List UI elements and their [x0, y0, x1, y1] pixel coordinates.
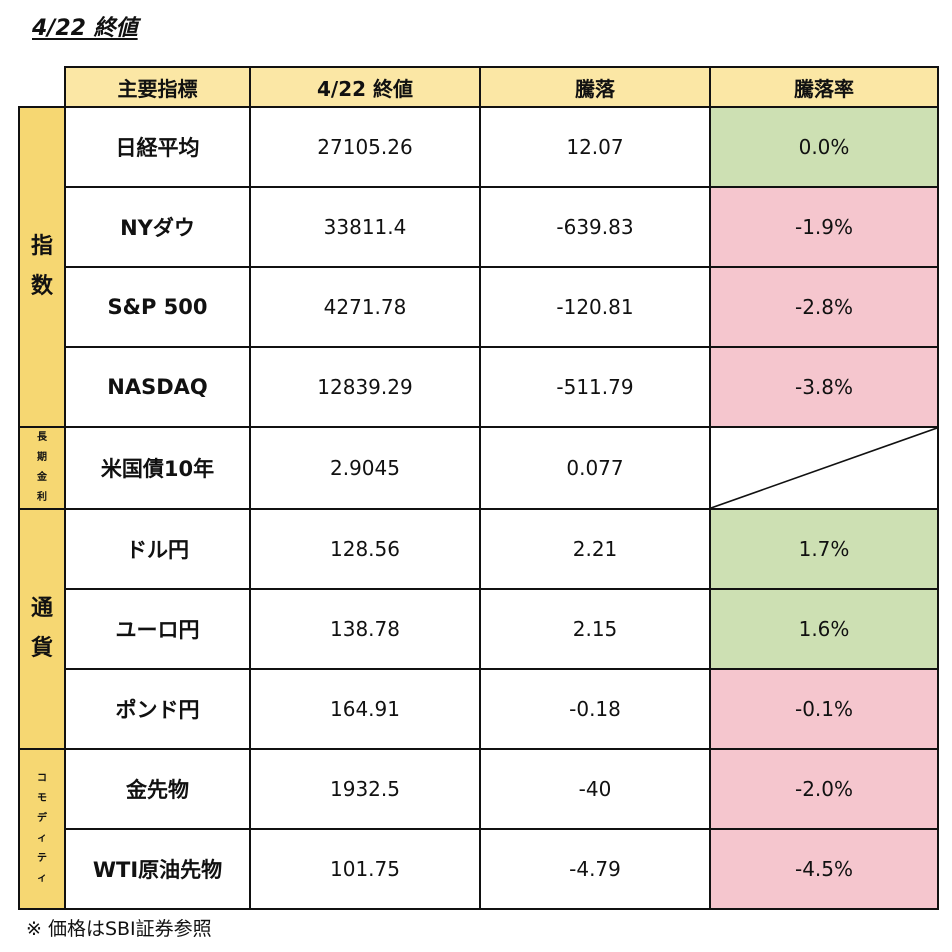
row-close: 101.75 — [249, 828, 481, 910]
row-rate: -2.8% — [709, 266, 939, 348]
row-change: -639.83 — [479, 186, 711, 268]
row-change: 0.077 — [479, 426, 711, 510]
row-change: -40 — [479, 748, 711, 830]
row-rate: -1.9% — [709, 186, 939, 268]
row-change: 12.07 — [479, 106, 711, 188]
row-rate: -3.8% — [709, 346, 939, 428]
row-name: ユーロ円 — [64, 588, 251, 670]
source-note: ※ 価格はSBI証券参照 — [26, 918, 212, 940]
row-rate: 1.6% — [709, 588, 939, 670]
row-name: NYダウ — [64, 186, 251, 268]
row-close: 27105.26 — [249, 106, 481, 188]
diagonal-line — [711, 428, 937, 508]
table-row: ポンド円 164.91 -0.18 -0.1% — [19, 668, 939, 750]
row-change: 2.15 — [479, 588, 711, 670]
row-name: ドル円 — [64, 508, 251, 590]
row-name: 日経平均 — [64, 106, 251, 188]
row-name: ポンド円 — [64, 668, 251, 750]
table-row: ユーロ円 138.78 2.15 1.6% — [19, 588, 939, 670]
table-row: NYダウ 33811.4 -639.83 -1.9% — [19, 186, 939, 268]
row-name: WTI原油先物 — [64, 828, 251, 910]
category-commodity: コ モ デ ィ テ ィ — [18, 748, 66, 910]
row-change: -120.81 — [479, 266, 711, 348]
table-row: WTI原油先物 101.75 -4.79 -4.5% — [19, 828, 939, 910]
row-close: 128.56 — [249, 508, 481, 590]
header-row: 主要指標 4/22 終値 騰落 騰落率 — [19, 66, 939, 108]
table-row: S&P 500 4271.78 -120.81 -2.8% — [19, 266, 939, 348]
row-close: 164.91 — [249, 668, 481, 750]
corner-cell — [19, 67, 65, 107]
table-row: コ モ デ ィ テ ィ 金先物 1932.5 -40 -2.0% — [18, 748, 939, 910]
page-title: 4/22 終値 — [32, 16, 138, 41]
row-close: 138.78 — [249, 588, 481, 670]
row-name: 金先物 — [64, 748, 251, 830]
row-rate: -0.1% — [709, 668, 939, 750]
category-currency: 通 貨 — [18, 508, 66, 750]
header-change: 騰落 — [479, 66, 711, 108]
row-rate: -2.0% — [709, 748, 939, 830]
row-rate: 1.7% — [709, 508, 939, 590]
row-name: S&P 500 — [64, 266, 251, 348]
row-name: 米国債10年 — [64, 426, 251, 510]
row-close: 1932.5 — [249, 748, 481, 830]
header-close: 4/22 終値 — [249, 66, 481, 108]
category-long-rate: 長 期 金 利 — [18, 426, 66, 510]
row-rate: 0.0% — [709, 106, 939, 188]
row-close: 33811.4 — [249, 186, 481, 268]
row-rate: -4.5% — [709, 828, 939, 910]
table-row: NASDAQ 12839.29 -511.79 -3.8% — [19, 346, 939, 428]
row-name: NASDAQ — [64, 346, 251, 428]
row-change: -4.79 — [479, 828, 711, 910]
row-close: 2.9045 — [249, 426, 481, 510]
category-index: 指 数 — [18, 106, 66, 428]
table-row: 指 数 日経平均 27105.26 12.07 0.0% — [18, 106, 939, 428]
row-change: 2.21 — [479, 508, 711, 590]
row-rate-empty — [709, 426, 939, 510]
table-row: 長 期 金 利 米国債10年 2.9045 0.077 — [18, 426, 939, 510]
row-change: -0.18 — [479, 668, 711, 750]
header-rate: 騰落率 — [709, 66, 939, 108]
row-close: 4271.78 — [249, 266, 481, 348]
market-table: 主要指標 4/22 終値 騰落 騰落率 指 数 日経平均 27105.26 12… — [18, 66, 939, 910]
row-change: -511.79 — [479, 346, 711, 428]
table-row: 通 貨 ドル円 128.56 2.21 1.7% — [18, 508, 939, 750]
row-close: 12839.29 — [249, 346, 481, 428]
header-name: 主要指標 — [64, 66, 251, 108]
